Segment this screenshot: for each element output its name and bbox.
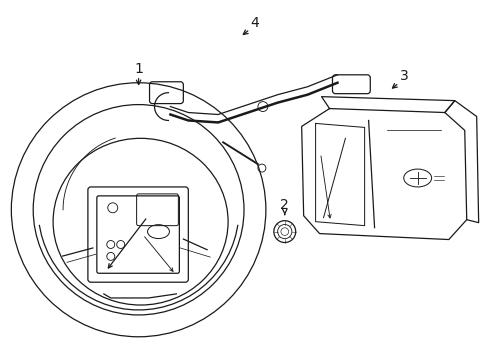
Text: 1: 1 [134, 62, 143, 76]
Text: 4: 4 [250, 16, 259, 30]
Text: 2: 2 [280, 198, 288, 212]
Text: 3: 3 [399, 69, 407, 83]
